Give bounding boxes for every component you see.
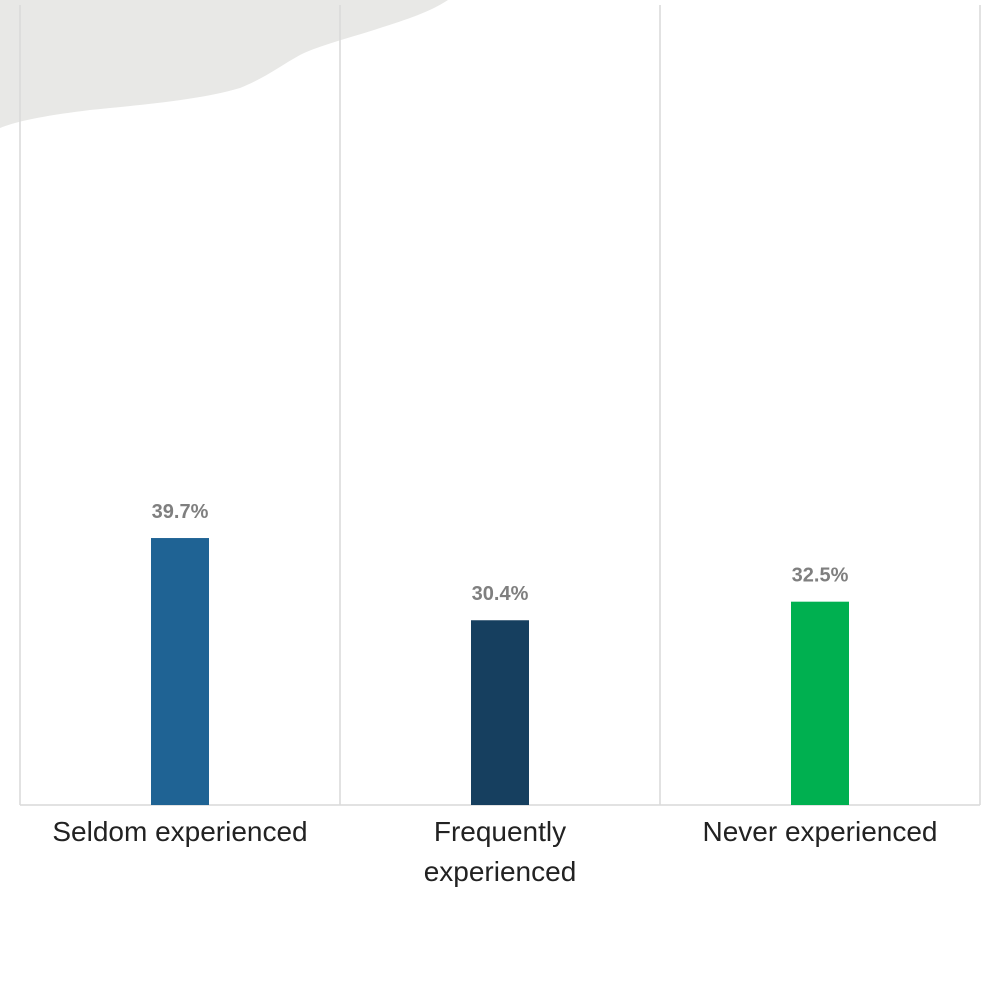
x-tick-label: Never experienced xyxy=(702,816,938,847)
bar xyxy=(791,601,849,805)
decorative-shape xyxy=(0,0,448,128)
bar xyxy=(471,620,529,805)
value-label: 30.4% xyxy=(472,583,529,605)
x-tick-label: Frequently experienced xyxy=(423,816,577,887)
bar xyxy=(151,538,209,805)
value-label: 32.5% xyxy=(792,565,849,587)
value-label: 39.7% xyxy=(152,501,209,523)
x-tick-label: Seldom experienced xyxy=(52,816,308,847)
